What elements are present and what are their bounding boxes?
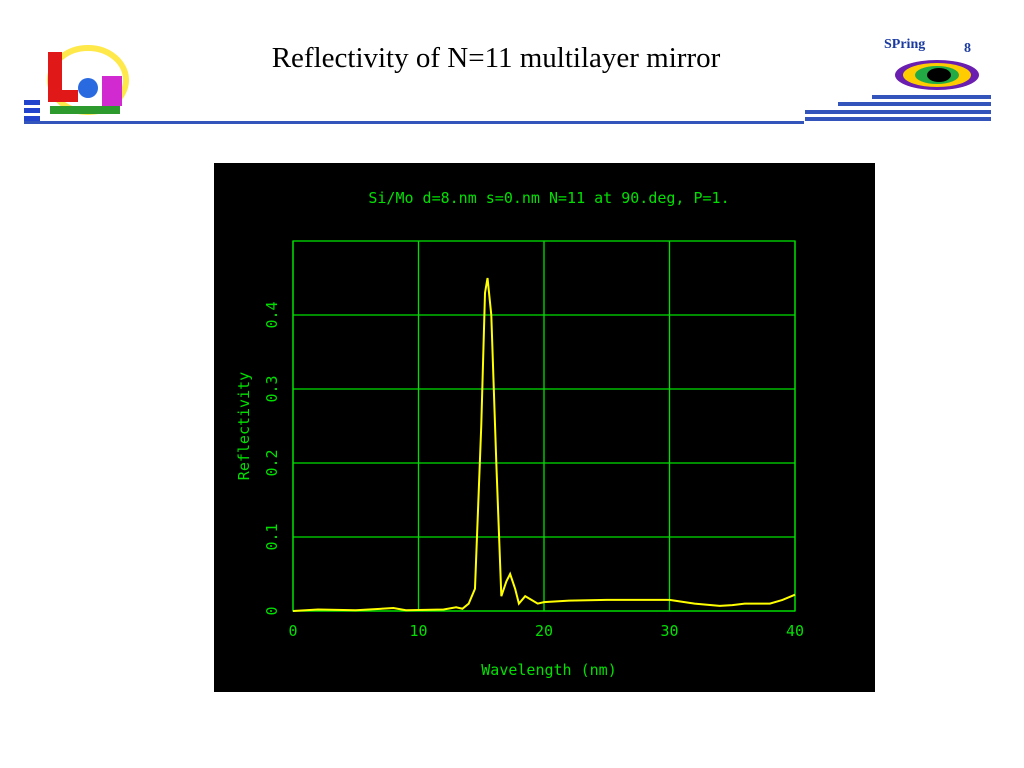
logo-number: 8: [964, 41, 971, 56]
plot-frame: [292, 240, 796, 612]
x-tick-label: 30: [660, 622, 678, 640]
data-line: [292, 277, 796, 612]
y-tick-label: 0.2: [263, 449, 281, 476]
y-axis-label: Reflectivity: [235, 372, 253, 480]
x-tick-label: 0: [288, 622, 297, 640]
chart: Si/Mo d=8.nm s=0.nm N=11 at 90.deg, P=1.…: [235, 189, 804, 679]
logo-text: SPring: [884, 37, 925, 52]
y-tick-label: 0.4: [263, 301, 281, 328]
logo-left: [24, 45, 129, 121]
slide-title: Reflectivity of N=11 multilayer mirror: [272, 42, 721, 74]
y-tick-label: 0: [263, 606, 281, 615]
chart-title: Si/Mo d=8.nm s=0.nm N=11 at 90.deg, P=1.: [368, 189, 729, 207]
logo-right: SPring 8: [884, 37, 979, 90]
header-stripes: [24, 95, 991, 124]
y-tick-label: 0.3: [263, 375, 281, 402]
y-tick-label: 0.1: [263, 523, 281, 550]
x-tick-label: 10: [409, 622, 427, 640]
x-axis-label: Wavelength (nm): [481, 661, 616, 679]
x-tick-label: 40: [786, 622, 804, 640]
x-tick-label: 20: [535, 622, 553, 640]
